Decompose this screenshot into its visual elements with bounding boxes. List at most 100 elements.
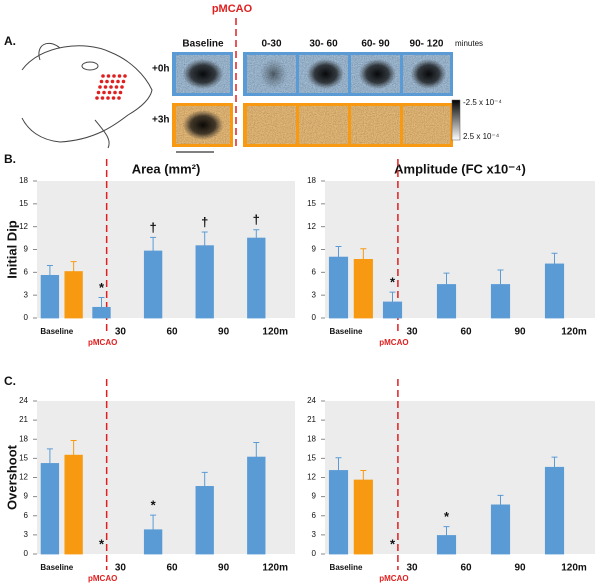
bar bbox=[92, 306, 111, 319]
electrode bbox=[96, 90, 101, 95]
y-tick-label: 9 bbox=[312, 245, 317, 254]
y-tick-label: 6 bbox=[312, 511, 317, 520]
x-tick-label: 120m bbox=[262, 327, 288, 338]
electrode bbox=[103, 85, 108, 89]
bar bbox=[195, 486, 214, 555]
y-tick-label: 24 bbox=[307, 396, 316, 405]
bar bbox=[247, 237, 266, 319]
y-tick-label: 3 bbox=[24, 530, 29, 539]
panel-label: A. bbox=[4, 34, 16, 48]
bar bbox=[64, 454, 83, 555]
image bbox=[351, 106, 400, 144]
y-tick-label: 9 bbox=[24, 245, 29, 254]
electrode bbox=[107, 90, 112, 95]
x-tick-label: 30 bbox=[406, 327, 418, 338]
panel-label: B. bbox=[4, 152, 16, 166]
y-tick-label: 15 bbox=[19, 199, 28, 208]
electrode bbox=[95, 96, 99, 100]
image bbox=[403, 106, 450, 144]
electrode bbox=[113, 90, 117, 95]
x-tick-label: 30 bbox=[115, 563, 127, 574]
colorbar-label: -2.5 x 10⁻⁴ bbox=[463, 98, 502, 107]
y-axis-title: Initial Dip bbox=[4, 220, 19, 279]
annotation: † bbox=[253, 212, 260, 227]
annotation: † bbox=[149, 220, 156, 235]
error-bar bbox=[335, 245, 342, 258]
bar bbox=[544, 263, 565, 319]
x-tick-label: 60 bbox=[166, 563, 178, 574]
error-bar bbox=[201, 231, 208, 246]
electrode bbox=[109, 85, 113, 89]
error-bar bbox=[497, 269, 504, 285]
bar bbox=[64, 271, 83, 319]
y-tick-label: 9 bbox=[24, 492, 29, 501]
y-tick-label: 6 bbox=[24, 267, 29, 276]
y-tick-label: 12 bbox=[307, 222, 316, 231]
error-bar bbox=[201, 471, 208, 487]
y-tick-label: 21 bbox=[307, 415, 316, 424]
image bbox=[299, 106, 348, 144]
error-bar bbox=[98, 296, 105, 308]
error-bar bbox=[335, 457, 342, 471]
annotation: † bbox=[201, 214, 208, 229]
bar bbox=[40, 463, 60, 555]
electrode bbox=[120, 85, 124, 89]
electrode bbox=[102, 90, 106, 95]
x-tick-label: Baseline bbox=[40, 563, 73, 572]
y-tick-label: 0 bbox=[24, 549, 29, 558]
y-tick-label: 15 bbox=[307, 199, 316, 208]
x-tick-label: Baseline bbox=[40, 327, 73, 336]
x-tick-label: 60 bbox=[460, 327, 472, 338]
y-tick-label: 6 bbox=[312, 267, 317, 276]
error-bar bbox=[360, 248, 367, 260]
column-label: 0-30 bbox=[261, 39, 281, 50]
electrode bbox=[112, 74, 116, 78]
image bbox=[247, 106, 296, 144]
bar bbox=[382, 301, 403, 319]
y-tick-label: 18 bbox=[19, 434, 28, 443]
x-tick-label: 90 bbox=[218, 563, 230, 574]
marker-label: pMCAO bbox=[88, 338, 117, 347]
error-bar bbox=[46, 448, 53, 464]
activation bbox=[358, 59, 397, 89]
electrode bbox=[116, 79, 120, 84]
bar bbox=[195, 245, 214, 319]
electrode bbox=[123, 74, 127, 78]
error-bar bbox=[150, 236, 157, 252]
y-tick-label: 6 bbox=[24, 511, 29, 520]
bar bbox=[436, 535, 457, 555]
bar bbox=[247, 456, 266, 555]
bar bbox=[328, 256, 349, 319]
electrode bbox=[100, 96, 105, 100]
bar bbox=[353, 479, 373, 555]
electrode bbox=[114, 85, 119, 89]
y-axis-title: Overshoot bbox=[4, 444, 19, 510]
x-tick-label: 60 bbox=[460, 563, 472, 574]
error-bar bbox=[253, 441, 260, 458]
x-tick-label: 90 bbox=[514, 327, 526, 338]
electrode bbox=[117, 74, 122, 78]
annotation: * bbox=[99, 536, 105, 551]
x-tick-label: 30 bbox=[115, 327, 127, 338]
annotation: * bbox=[151, 498, 157, 513]
row-label: +0h bbox=[152, 64, 170, 75]
y-tick-label: 3 bbox=[24, 290, 29, 299]
y-tick-label: 12 bbox=[307, 473, 316, 482]
y-tick-label: 18 bbox=[307, 434, 316, 443]
y-tick-label: 24 bbox=[19, 396, 28, 405]
chart-title: Amplitude (FC x10⁻⁴) bbox=[394, 161, 526, 176]
x-tick-label: 30 bbox=[406, 563, 418, 574]
x-tick-label: 120m bbox=[262, 563, 288, 574]
y-tick-label: 9 bbox=[312, 492, 317, 501]
column-label: 30- 60 bbox=[309, 39, 338, 50]
error-bar bbox=[443, 272, 450, 285]
electrode bbox=[101, 74, 105, 78]
electrode bbox=[111, 96, 116, 100]
bar bbox=[490, 504, 511, 555]
electrode bbox=[105, 79, 109, 84]
error-bar bbox=[497, 494, 504, 505]
chart-title: Area (mm²) bbox=[132, 161, 201, 176]
electrode-grid bbox=[95, 74, 127, 100]
y-tick-label: 3 bbox=[312, 290, 317, 299]
